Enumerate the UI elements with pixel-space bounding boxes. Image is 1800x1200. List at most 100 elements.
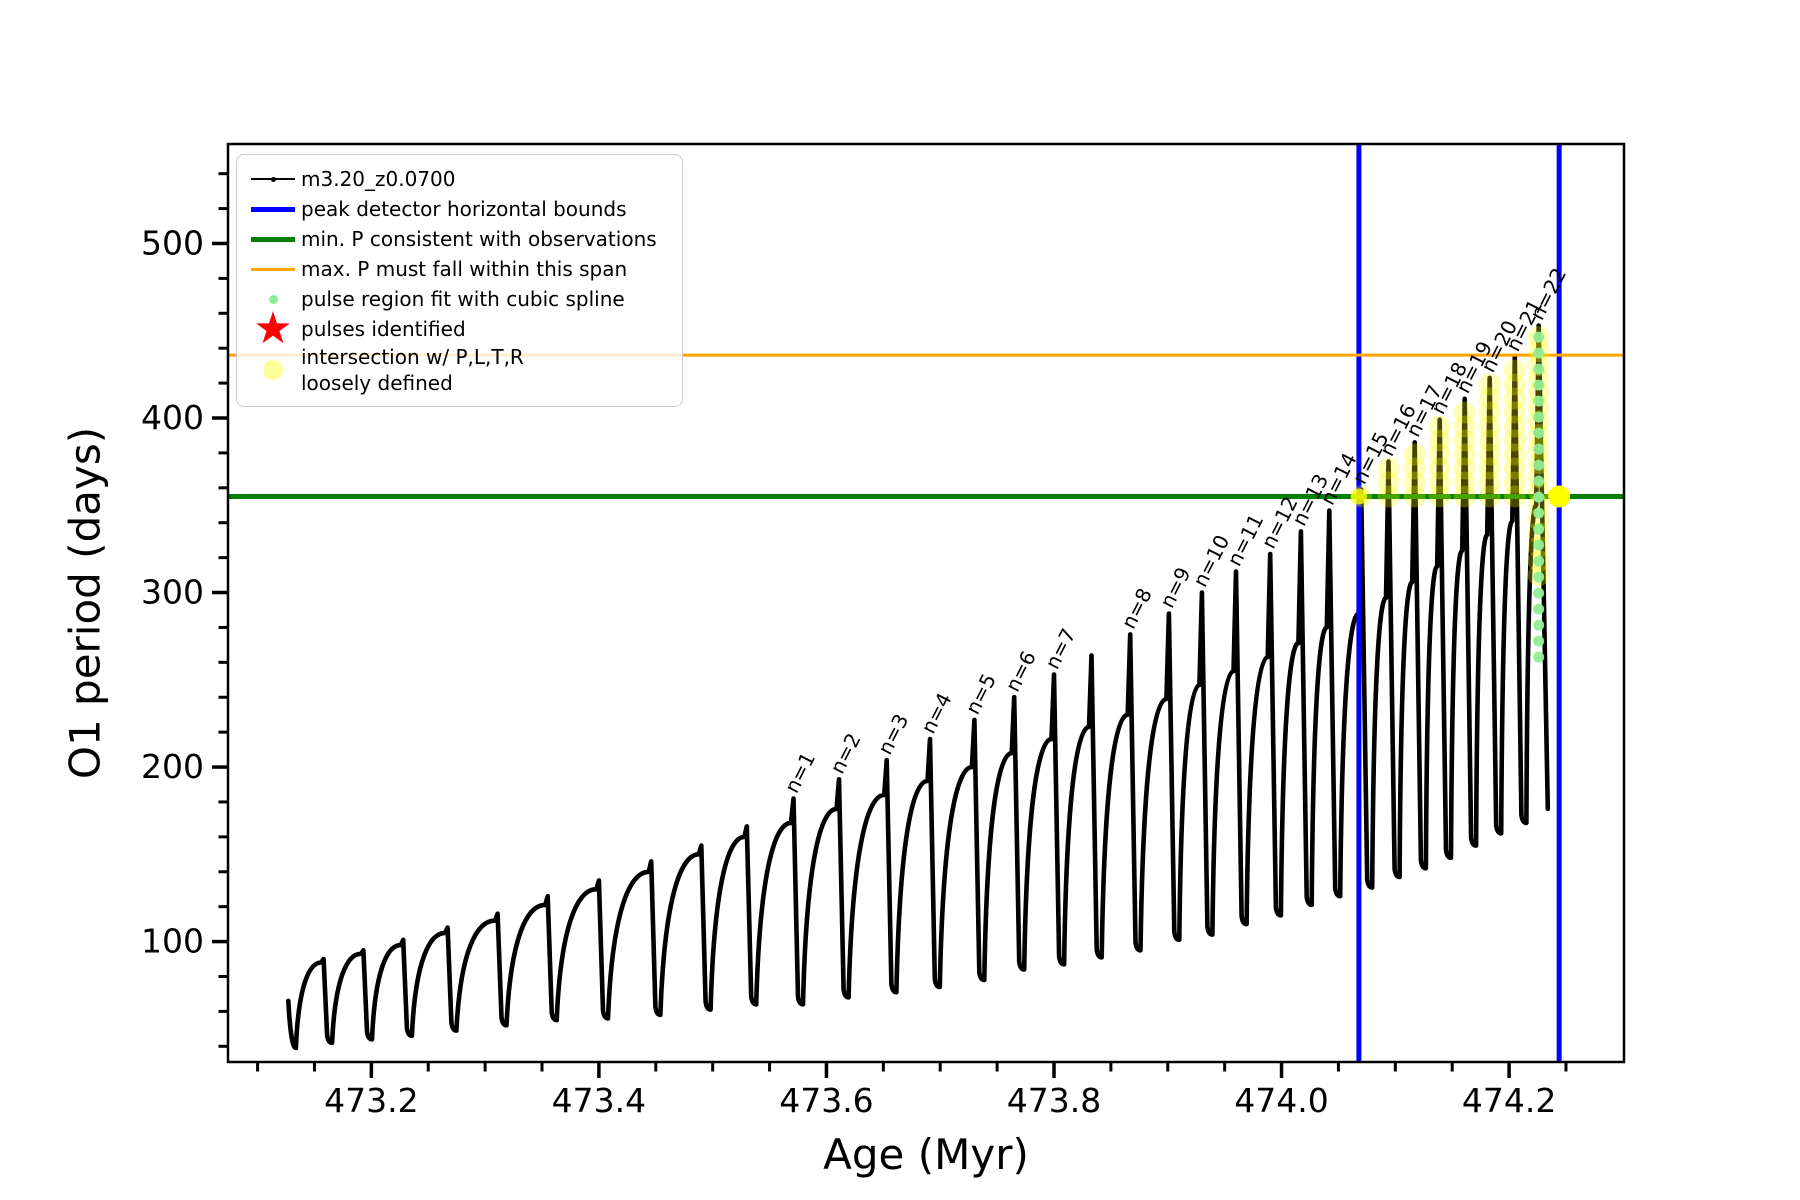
halo-dot	[1403, 471, 1426, 494]
halo-dot	[1453, 401, 1476, 424]
pulse-label: n=4	[916, 689, 957, 737]
x-axis-title: Age (Myr)	[823, 1130, 1029, 1179]
halo-dot	[1503, 471, 1526, 494]
spline-dot	[1533, 475, 1545, 487]
halo-dot	[1453, 443, 1476, 466]
line-swatch	[245, 267, 301, 271]
spline-dot	[1533, 395, 1545, 407]
halo-dot	[1527, 494, 1550, 517]
halo-dot	[1453, 457, 1476, 480]
halo-dot	[1453, 471, 1476, 494]
spline-dot	[1533, 523, 1545, 535]
pulse-label: n=3	[873, 710, 914, 758]
spline-dot	[1533, 491, 1545, 503]
pulse-label: n=5	[960, 670, 1001, 718]
halo-dot	[1428, 415, 1451, 438]
x-tick-label: 473.6	[779, 1081, 873, 1120]
x-tick-label: 474.0	[1234, 1081, 1328, 1120]
legend-label: min. P consistent with observations	[301, 227, 657, 251]
intersection-dot	[1350, 488, 1367, 505]
halo-dot	[1478, 401, 1501, 424]
spline-dot	[1533, 507, 1545, 519]
halo-dot	[1478, 485, 1501, 508]
halo-dot	[1503, 415, 1526, 438]
spline-dot	[1533, 427, 1545, 439]
spline-dot	[1533, 619, 1545, 631]
halo-dot	[1453, 485, 1476, 508]
legend-label: peak detector horizontal bounds	[301, 197, 627, 221]
spline-dot	[1533, 363, 1545, 375]
y-axis: 100 200 300 400 500	[141, 172, 228, 1048]
halo-dot	[1527, 480, 1550, 503]
legend-label: max. P must fall within this span	[301, 257, 628, 281]
legend-entry: intersection w/ P,L,T,R loosely defined	[245, 344, 672, 396]
plot-border	[226, 142, 1626, 1064]
legend-entry: m3.20_z0.0700	[245, 164, 672, 194]
x-axis: 473.2 473.4 473.6 473.8 474.0 474.2	[256, 1062, 1568, 1120]
dot-swatch	[245, 360, 301, 380]
halo-dot	[1503, 387, 1526, 410]
legend-entry: max. P must fall within this span	[245, 254, 672, 284]
halo-dot	[1428, 443, 1451, 466]
spline-dot	[1533, 571, 1545, 583]
halo-dot	[1527, 396, 1550, 419]
halo-dot	[1377, 485, 1400, 508]
spline-dot	[1533, 347, 1545, 359]
halo-dot	[1478, 443, 1501, 466]
series-curve	[286, 323, 1551, 1051]
pulse-label: n=9	[1155, 563, 1196, 611]
halo-dot	[1453, 415, 1476, 438]
legend-label: m3.20_z0.0700	[301, 167, 456, 191]
spline-dot	[1533, 651, 1545, 663]
y-tick-label: 100	[141, 922, 204, 961]
halo-dot	[1503, 429, 1526, 452]
halo-dot	[1377, 471, 1400, 494]
spline-dot	[1533, 331, 1545, 343]
y-tick-label: 200	[141, 747, 204, 786]
legend-entry: peak detector horizontal bounds	[245, 194, 672, 224]
halo-dot	[1527, 368, 1550, 391]
line-swatch	[245, 236, 301, 242]
line-swatch	[245, 206, 301, 212]
x-tick-label: 473.2	[324, 1081, 418, 1120]
halo-dot	[1453, 429, 1476, 452]
pulse-label: n=7	[1040, 624, 1081, 672]
star-icon: ★	[253, 303, 293, 354]
pulse-label: n=22	[1525, 264, 1571, 324]
spline-dot	[1533, 603, 1545, 615]
pulse-label: n=1	[780, 748, 821, 796]
series-line-swatch	[245, 176, 301, 182]
pulse-label: n=6	[1000, 647, 1041, 695]
spline-dot	[1533, 635, 1545, 647]
y-tick-label: 500	[141, 223, 204, 262]
y-tick-label: 300	[141, 573, 204, 612]
x-tick-label: 473.4	[552, 1081, 646, 1120]
halo-dot	[1478, 457, 1501, 480]
spline-dot	[1533, 443, 1545, 455]
halo-dot	[1377, 457, 1400, 480]
halo-dot	[1503, 485, 1526, 508]
legend-label: pulse region fit with cubic spline	[301, 287, 625, 311]
x-tick-label: 473.8	[1007, 1081, 1101, 1120]
legend-entry: min. P consistent with observations	[245, 224, 672, 254]
halo-dot	[1478, 429, 1501, 452]
legend-label: intersection w/ P,L,T,R loosely defined	[301, 345, 524, 395]
halo-dot	[1503, 443, 1526, 466]
halo-dot	[1403, 457, 1426, 480]
halo-dot	[1503, 359, 1526, 382]
spline-dot	[1533, 379, 1545, 391]
halo-dot	[1503, 373, 1526, 396]
legend-entry: ★ pulses identified	[245, 303, 672, 354]
dot-swatch	[245, 294, 301, 304]
halo-dot	[1478, 415, 1501, 438]
halo-dot	[1428, 457, 1451, 480]
halo-dot	[1478, 471, 1501, 494]
spline-dot	[1533, 539, 1545, 551]
halo-dot	[1428, 471, 1451, 494]
legend-label: pulses identified	[301, 317, 466, 341]
legend-entry: pulse region fit with cubic spline	[245, 284, 672, 314]
pulse-label: n=8	[1116, 584, 1157, 632]
halo-dot	[1428, 429, 1451, 452]
